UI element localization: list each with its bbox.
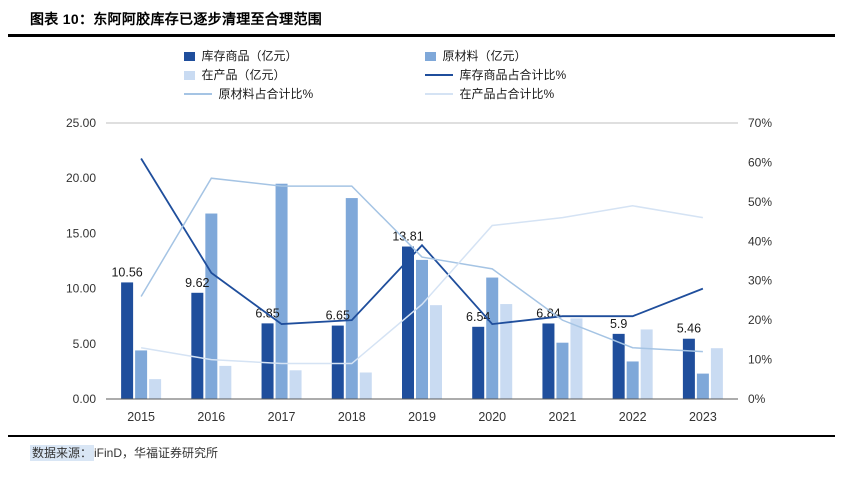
bar-work-in-progress-2022 [640, 329, 653, 399]
legend-label-inventory-goods-pct: 库存商品占合计比% [459, 68, 567, 82]
right-axis-tick-10%: 10% [748, 353, 772, 367]
bar-inventory-goods-2017 [261, 323, 274, 399]
top-divider [8, 34, 835, 37]
bar-value-label-2020: 6.54 [466, 310, 490, 324]
legend-item-inventory-goods-pct: 库存商品占合计比% [424, 68, 660, 82]
left-axis-tick-20.00: 20.00 [65, 171, 95, 185]
line-raw-materials-pct [139, 177, 703, 353]
right-axis-tick-0%: 0% [748, 392, 766, 406]
x-axis-label-2016: 2016 [197, 410, 225, 424]
left-axis-tick-0.00: 0.00 [72, 392, 96, 406]
x-axis-label-2022: 2022 [618, 410, 646, 424]
figure-header: 图表 10：东阿阿胶库存已逐步清理至合理范围 [0, 0, 843, 34]
data-source-label: 数据来源： [30, 445, 95, 461]
x-axis-label-2015: 2015 [127, 410, 155, 424]
right-axis-tick-40%: 40% [748, 234, 772, 248]
bar-work-in-progress-2018 [359, 372, 372, 399]
bar-raw-materials-2021 [555, 342, 568, 399]
right-axis-tick-50%: 50% [748, 195, 772, 209]
legend-label-inventory-goods: 库存商品（亿元） [201, 49, 298, 63]
right-axis-tick-30%: 30% [748, 274, 772, 288]
chart-legend: 库存商品（亿元） 原材料（亿元） 在产品（亿元） 库存商品占合计比% 原材料占合计比% 在… [0, 37, 843, 105]
bar-work-in-progress-2020 [499, 304, 512, 399]
bar-raw-materials-2022 [626, 361, 639, 399]
bar-inventory-goods-2015 [120, 282, 133, 399]
x-axis-label-2018: 2018 [337, 410, 365, 424]
x-axis-label-2023: 2023 [688, 410, 716, 424]
data-source-text: iFinD，华福证券研究所 [94, 446, 219, 460]
left-axis-tick-25.00: 25.00 [65, 116, 95, 130]
bar-raw-materials-2016 [204, 213, 217, 399]
bar-work-in-progress-2016 [218, 365, 231, 399]
figure-title: 图表 10：东阿阿胶库存已逐步清理至合理范围 [30, 11, 323, 27]
line-work-in-progress-pct [140, 205, 703, 365]
legend-item-work-in-progress-pct: 在产品占合计比% [424, 87, 660, 101]
x-axis-label-2019: 2019 [408, 410, 436, 424]
x-axis-label-2017: 2017 [267, 410, 295, 424]
legend-swatch-icon-work-in-progress [183, 70, 195, 80]
bar-raw-materials-2019 [415, 259, 428, 399]
legend-line-icon-inventory-goods-pct [424, 74, 453, 76]
bar-inventory-goods-2020 [471, 326, 484, 399]
bar-work-in-progress-2017 [289, 370, 302, 399]
bar-work-in-progress-2019 [429, 305, 442, 399]
bar-inventory-goods-2019 [401, 246, 414, 399]
bar-inventory-goods-2016 [190, 292, 203, 399]
chart-area: 10.56 9.62 6.85 6.65 13.81 6.54 6.84 5.9 5.46 0.0… [0, 105, 843, 433]
bar-value-label-2016: 9.62 [185, 276, 209, 290]
legend-swatch-icon-inventory-goods [183, 51, 195, 61]
right-axis-tick-60%: 60% [748, 155, 772, 169]
left-axis-tick-5.00: 5.00 [72, 337, 96, 351]
figure-footer: 数据来源： iFinD，华福证券研究所 [0, 437, 843, 461]
bar-value-label-2015: 10.56 [111, 265, 142, 279]
bar-value-label-2023: 5.46 [676, 322, 700, 336]
bar-raw-materials-2015 [134, 350, 147, 399]
right-axis-tick-20%: 20% [748, 313, 772, 327]
bottom-divider [8, 435, 835, 437]
legend-item-raw-materials: 原材料（亿元） [424, 49, 660, 63]
x-axis-label-2021: 2021 [548, 410, 576, 424]
bar-inventory-goods-2023 [682, 338, 695, 399]
legend-label-work-in-progress-pct: 在产品占合计比% [459, 87, 555, 101]
bar-work-in-progress-2023 [710, 348, 723, 399]
bar-inventory-goods-2018 [331, 325, 344, 399]
right-axis-tick-70%: 70% [748, 116, 772, 130]
bar-value-label-2022: 5.9 [609, 317, 626, 331]
line-inventory-goods-pct [139, 158, 703, 326]
legend-line-icon-work-in-progress-pct [424, 93, 453, 95]
legend-item-raw-materials-pct: 原材料占合计比% [183, 87, 419, 101]
bar-work-in-progress-2015 [148, 379, 161, 399]
left-axis-tick-10.00: 10.00 [65, 282, 95, 296]
left-axis-tick-15.00: 15.00 [65, 226, 95, 240]
legend-label-raw-materials-pct: 原材料占合计比% [218, 87, 314, 101]
legend-label-work-in-progress: 在产品（亿元） [201, 68, 286, 82]
bar-raw-materials-2023 [696, 373, 709, 399]
bar-inventory-goods-2021 [541, 323, 554, 399]
bar-work-in-progress-2021 [569, 318, 582, 399]
legend-label-raw-materials: 原材料（亿元） [442, 49, 527, 63]
bar-raw-materials-2018 [345, 198, 358, 399]
legend-line-icon-raw-materials-pct [183, 93, 212, 95]
bar-value-label-2018: 6.65 [325, 309, 349, 323]
legend-item-work-in-progress: 在产品（亿元） [183, 68, 419, 82]
bar-raw-materials-2017 [275, 183, 288, 399]
bar-inventory-goods-2022 [612, 333, 625, 399]
bar-raw-materials-2020 [485, 277, 498, 399]
x-axis-label-2020: 2020 [478, 410, 506, 424]
legend-item-inventory-goods: 库存商品（亿元） [183, 49, 419, 63]
bar-value-label-2019: 13.81 [392, 230, 423, 244]
legend-swatch-icon-raw-materials [424, 51, 436, 61]
